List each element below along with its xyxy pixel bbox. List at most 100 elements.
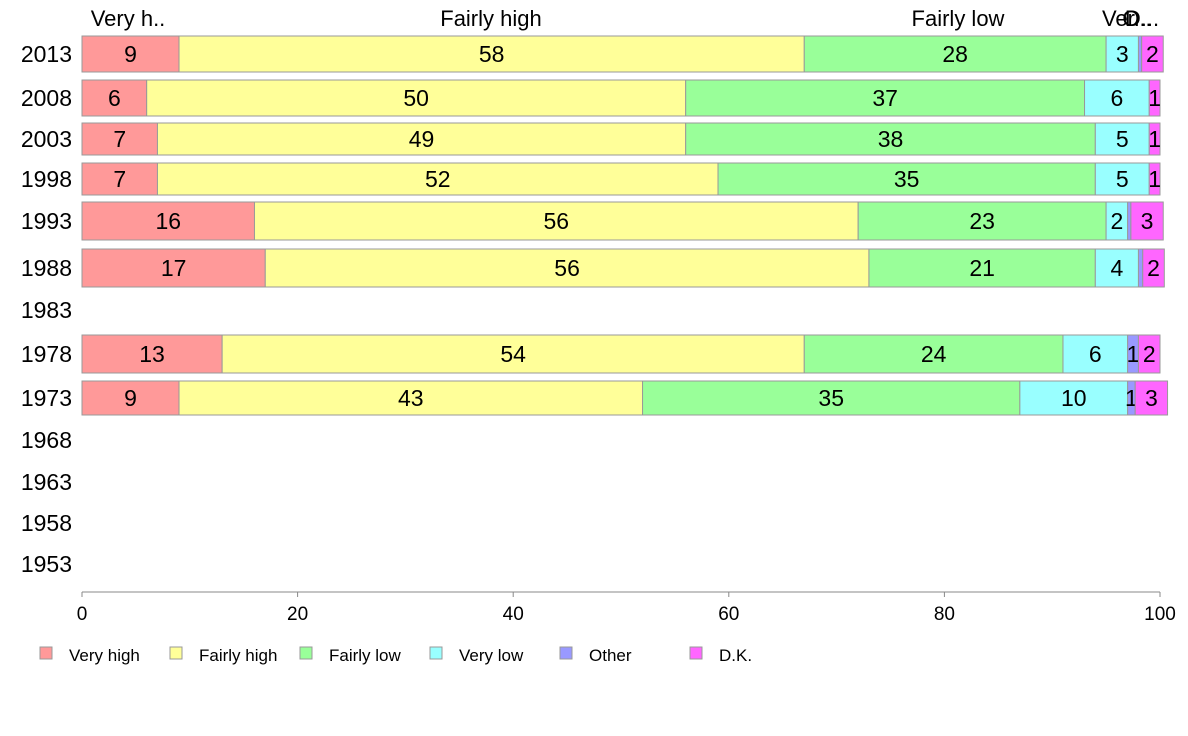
data-label: 28 <box>942 41 968 67</box>
data-label: 7 <box>113 126 126 152</box>
bar-segment <box>81 35 180 73</box>
column-header-label: O.. <box>1122 6 1151 31</box>
bar-segment <box>803 334 1064 374</box>
bar-segment <box>156 162 719 196</box>
year-label: 2013 <box>21 41 72 67</box>
data-label: 1 <box>1148 126 1161 152</box>
data-label: 2 <box>1110 208 1123 234</box>
legend-swatch <box>299 646 313 660</box>
year-label: 1988 <box>21 255 72 281</box>
data-label: 6 <box>108 85 121 111</box>
data-label: 7 <box>113 166 126 192</box>
column-header-labels: Very h.. Fairly high Fairly low Ver..O..D..… <box>91 6 1159 31</box>
data-label: 2 <box>1146 41 1159 67</box>
bar-segment <box>1062 334 1129 374</box>
data-label: 9 <box>124 41 137 67</box>
bar-segment <box>146 79 687 117</box>
data-label: 17 <box>161 255 187 281</box>
data-label: 16 <box>155 208 181 234</box>
data-label: 1 <box>1148 166 1161 192</box>
legend-swatch <box>559 646 573 660</box>
bar-segment <box>81 248 266 288</box>
column-header-label: Fairly high <box>440 6 541 31</box>
legend: Very high Fairly high Fairly low Very low Ot… <box>39 646 752 665</box>
bar-segment <box>1105 35 1139 73</box>
year-label: 1983 <box>21 297 72 323</box>
bar-segment <box>81 380 180 416</box>
data-label: 6 <box>1110 85 1123 111</box>
data-label: 1 <box>1127 341 1140 367</box>
year-label: 1958 <box>21 510 72 536</box>
legend-label: Other <box>589 646 632 665</box>
legend-label: Fairly low <box>329 646 402 665</box>
legend-label: Very low <box>459 646 524 665</box>
bar-segment <box>253 201 859 241</box>
bar-segment <box>156 122 687 156</box>
bar-segment <box>1137 248 1144 288</box>
bar-segment <box>81 79 148 117</box>
bar-segment <box>1137 334 1161 374</box>
legend-swatch <box>169 646 183 660</box>
data-label: 43 <box>398 385 424 411</box>
data-label: 23 <box>969 208 995 234</box>
year-label: 2003 <box>21 126 72 152</box>
legend-label: D.K. <box>719 646 752 665</box>
data-label: 2 <box>1147 255 1160 281</box>
data-label: 5 <box>1116 166 1129 192</box>
data-label: 3 <box>1116 41 1129 67</box>
year-axis-labels: 2013 2008 2003 1998 1993 1988 1983 1978 1973 1968… <box>21 41 72 577</box>
legend-swatch <box>39 646 53 660</box>
x-axis: 0 20 40 60 80 100 <box>77 591 1176 625</box>
x-tick-label: 40 <box>503 604 524 625</box>
data-label: 37 <box>872 85 898 111</box>
x-tick-label: 100 <box>1144 604 1176 625</box>
year-label: 1993 <box>21 208 72 234</box>
data-label: 21 <box>969 255 995 281</box>
year-label: 2008 <box>21 85 72 111</box>
data-label: 38 <box>878 126 904 152</box>
year-label: 1998 <box>21 166 72 192</box>
bar-segment <box>685 79 1086 117</box>
data-label: 3 <box>1141 208 1154 234</box>
bar-segment <box>81 334 223 374</box>
x-tick-label: 0 <box>77 604 88 625</box>
bar-segment <box>1134 380 1169 416</box>
data-label: 52 <box>425 166 451 192</box>
year-label: 1968 <box>21 427 72 453</box>
x-tick-label: 60 <box>718 604 739 625</box>
data-label: 2 <box>1143 341 1156 367</box>
bar-segment <box>1148 122 1161 156</box>
data-label: 5 <box>1116 126 1129 152</box>
bar-segment <box>1094 122 1150 156</box>
bar-segment <box>1084 79 1150 117</box>
bar-segment <box>685 122 1096 156</box>
bar-group: 9 58 28 3 26 50 37 6 17 49 38 5 17 52 35 5 116 56 23 2 317 56… <box>81 35 1169 416</box>
data-label: 35 <box>894 166 920 192</box>
column-header-label: Very h.. <box>91 6 166 31</box>
year-label: 1953 <box>21 551 72 577</box>
data-label: 56 <box>544 208 570 234</box>
data-label: 54 <box>500 341 526 367</box>
bar-segment <box>221 334 805 374</box>
column-header-label: Fairly low <box>912 6 1005 31</box>
data-label: 35 <box>818 385 844 411</box>
bar-segment <box>264 248 870 288</box>
x-tick-label: 20 <box>287 604 308 625</box>
bar-segment <box>717 162 1096 196</box>
bar-segment <box>1094 162 1150 196</box>
bar-segment <box>1141 35 1164 73</box>
bar-segment <box>1019 380 1129 416</box>
bar-segment <box>178 380 644 416</box>
bar-segment <box>1142 248 1165 288</box>
data-label: 9 <box>124 385 137 411</box>
data-label: 13 <box>139 341 165 367</box>
data-label: 1 <box>1125 385 1138 411</box>
year-label: 1978 <box>21 341 72 367</box>
data-label: 49 <box>409 126 435 152</box>
column-header-label: Ver.. <box>1102 6 1146 31</box>
bar-segment <box>1148 79 1161 117</box>
legend-swatch <box>429 646 443 660</box>
x-tick-label: 80 <box>934 604 955 625</box>
data-label: 1 <box>1148 85 1161 111</box>
bar-segment <box>81 162 158 196</box>
